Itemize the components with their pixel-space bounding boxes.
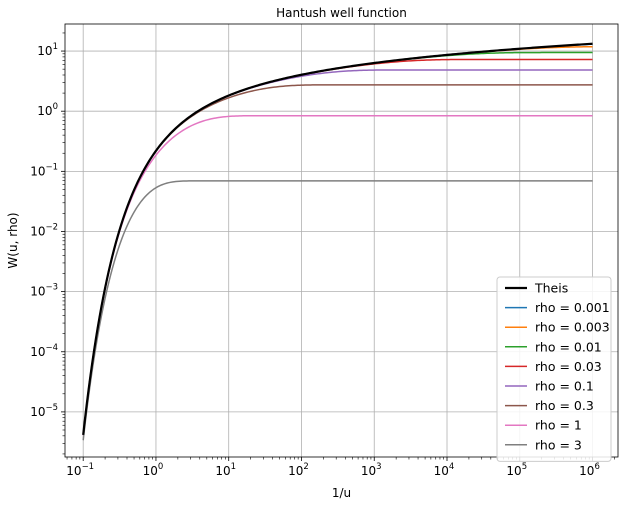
x-tick-exponent: 6 <box>594 462 599 472</box>
y-tick-exponent: 0 <box>53 102 58 112</box>
x-tick-base: 10 <box>579 464 594 478</box>
grid-lines <box>65 24 618 457</box>
y-tick-exponent: 1 <box>53 42 58 52</box>
legend-label: rho = 0.003 <box>535 320 610 335</box>
y-tick-label: 10−4 <box>30 343 58 359</box>
legend-label: rho = 1 <box>535 418 582 433</box>
series-line-theis <box>82 42 593 435</box>
series-line-3 <box>82 180 593 441</box>
y-tick-base: 10 <box>37 104 52 118</box>
y-tick-label: 10−3 <box>30 283 58 299</box>
y-tick-exponent: −5 <box>45 403 58 413</box>
x-axis-label: 1/u <box>332 486 351 500</box>
x-tick-base: 10 <box>434 464 449 478</box>
x-tick-label: 100 <box>143 462 164 478</box>
legend-box <box>496 276 612 462</box>
x-tick-label: 10−1 <box>66 462 94 478</box>
x-tick-exponent: 4 <box>449 462 454 472</box>
x-tick-label: 104 <box>434 462 455 478</box>
series-lines <box>82 42 593 441</box>
y-tick-label: 10−5 <box>30 403 58 419</box>
legend-label: rho = 3 <box>535 437 582 452</box>
legend-label: rho = 0.001 <box>535 300 610 315</box>
y-tick-base: 10 <box>37 44 52 58</box>
legend-label: rho = 0.01 <box>535 339 602 354</box>
x-tick-label: 105 <box>506 462 527 478</box>
y-tick-label: 101 <box>37 42 58 58</box>
y-tick-label: 10−2 <box>30 222 58 238</box>
y-tick-exponent: −1 <box>45 162 58 172</box>
x-tick-exponent: 1 <box>231 462 236 472</box>
y-tick-base: 10 <box>30 224 45 238</box>
legend-label: rho = 0.03 <box>535 359 602 374</box>
y-tick-base: 10 <box>30 285 45 299</box>
x-tick-base: 10 <box>215 464 230 478</box>
x-tick-exponent: 2 <box>303 462 308 472</box>
x-tick-base: 10 <box>66 464 81 478</box>
y-tick-base: 10 <box>30 164 45 178</box>
x-tick-label: 102 <box>288 462 309 478</box>
legend: Theis rho = 0.001 rho = 0.003 rho = 0.01 rho… <box>496 276 612 462</box>
x-tick-exponent: 5 <box>522 462 527 472</box>
y-tick-base: 10 <box>30 405 45 419</box>
x-tick-base: 10 <box>288 464 303 478</box>
y-axis-label: W(u, rho) <box>6 212 20 268</box>
chart-title: Hantush well function <box>276 6 407 20</box>
plot-frame <box>64 23 619 458</box>
legend-label: rho = 0.3 <box>535 398 594 413</box>
legend-label: rho = 0.1 <box>535 379 594 394</box>
y-tick-exponent: −3 <box>45 283 58 293</box>
x-tick-exponent: 3 <box>376 462 381 472</box>
x-tick-base: 10 <box>143 464 158 478</box>
x-tick-label: 103 <box>361 462 382 478</box>
legend-label: Theis <box>534 281 568 296</box>
series-line-1 <box>82 114 593 436</box>
y-tick-base: 10 <box>30 345 45 359</box>
y-tick-label: 10−1 <box>30 162 58 178</box>
y-tick-label: 100 <box>37 102 58 118</box>
x-tick-base: 10 <box>506 464 521 478</box>
x-tick-label: 101 <box>215 462 236 478</box>
y-tick-exponent: −4 <box>45 343 58 353</box>
y-tick-exponent: −2 <box>45 222 58 232</box>
x-tick-exponent: −1 <box>82 462 95 472</box>
x-tick-exponent: 0 <box>158 462 163 472</box>
x-tick-label: 106 <box>579 462 600 478</box>
x-tick-base: 10 <box>361 464 376 478</box>
